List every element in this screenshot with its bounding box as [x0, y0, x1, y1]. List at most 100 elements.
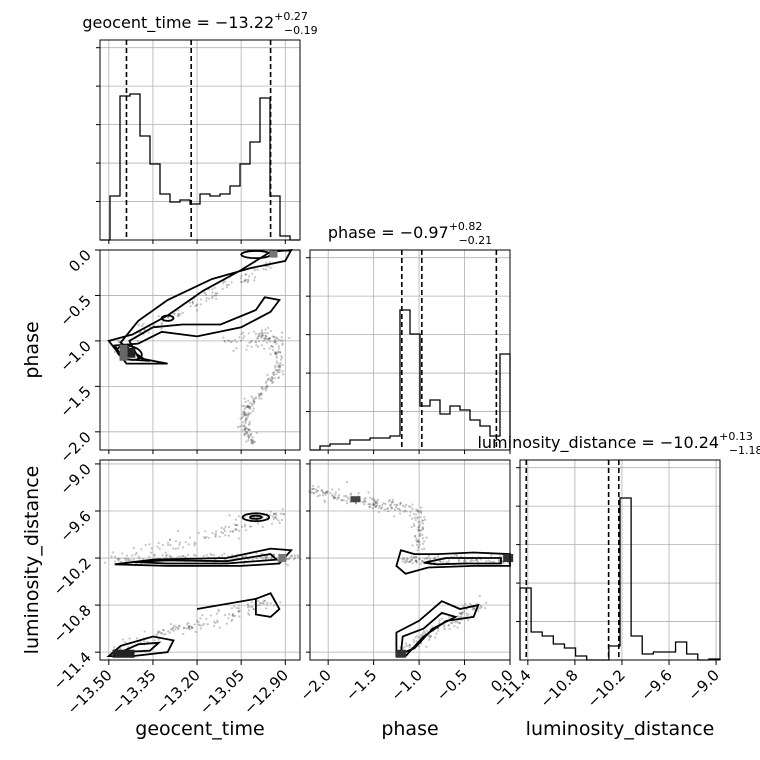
- sample-point: [251, 439, 254, 442]
- sample-point: [380, 506, 383, 509]
- sample-point: [169, 543, 172, 547]
- sample-point: [147, 331, 150, 334]
- sample-point: [260, 386, 263, 390]
- sample-point: [243, 434, 246, 437]
- sample-point: [166, 541, 170, 544]
- sample-point: [260, 393, 263, 396]
- sample-point: [191, 302, 194, 305]
- sample-point: [320, 488, 323, 492]
- sample-point: [215, 530, 218, 533]
- sample-point: [408, 643, 411, 647]
- sample-point: [143, 640, 146, 643]
- sample-point: [396, 507, 399, 510]
- sample-point: [158, 547, 161, 550]
- sample-point: [281, 508, 284, 511]
- sample-point: [253, 440, 256, 443]
- sample-point: [177, 309, 180, 312]
- sample-point: [364, 500, 367, 503]
- sample-point: [402, 557, 405, 560]
- sample-point: [164, 551, 167, 554]
- sample-point: [237, 610, 240, 613]
- sample-point: [349, 493, 352, 496]
- sample-point: [279, 512, 283, 515]
- sample-point: [247, 332, 250, 335]
- sample-point: [249, 605, 252, 608]
- sample-point: [176, 529, 180, 533]
- sample-point: [240, 525, 244, 528]
- sample-point: [168, 631, 171, 634]
- sample-point: [140, 324, 144, 328]
- sample-point: [213, 286, 216, 289]
- sample-point: [249, 340, 252, 344]
- sample-point: [421, 533, 424, 536]
- sample-point: [387, 509, 390, 513]
- sample-point: [423, 540, 426, 543]
- sample-point: [274, 352, 277, 356]
- sample-point: [247, 428, 250, 432]
- sample-point: [413, 556, 416, 559]
- sample-point: [457, 559, 461, 562]
- sample-point: [250, 525, 253, 528]
- sample-point: [415, 640, 418, 643]
- sample-point: [238, 609, 241, 612]
- sample-point: [263, 599, 266, 602]
- sample-point: [199, 617, 202, 620]
- sample-point: [416, 516, 419, 519]
- sample-point: [247, 439, 250, 442]
- sample-point: [103, 561, 107, 564]
- sample-point: [241, 555, 244, 559]
- sample-point: [377, 511, 380, 514]
- sample-point: [427, 635, 431, 638]
- sample-point: [246, 433, 250, 436]
- sample-point: [234, 528, 237, 532]
- sample-point: [247, 405, 250, 408]
- sample-point: [250, 441, 253, 444]
- sample-point: [251, 605, 254, 609]
- sample-point: [214, 535, 217, 538]
- sample-point: [374, 505, 377, 508]
- sample-point: [399, 501, 402, 504]
- sample-point: [190, 626, 193, 629]
- sample-point: [252, 442, 255, 445]
- sample-point: [239, 339, 243, 342]
- sample-point: [119, 647, 122, 651]
- sample-point: [266, 373, 269, 377]
- sample-point: [247, 411, 250, 414]
- sample-point: [248, 422, 251, 425]
- sample-point: [409, 505, 412, 508]
- sample-point: [342, 499, 345, 502]
- sample-point: [222, 527, 226, 530]
- sample-point: [314, 488, 318, 491]
- sample-point: [370, 498, 374, 501]
- sample-point: [143, 328, 146, 332]
- sample-point: [373, 504, 376, 507]
- x-tick-label: −13.20: [152, 666, 204, 718]
- sample-point: [214, 294, 218, 297]
- sample-point: [158, 630, 161, 634]
- sample-point: [253, 330, 256, 333]
- sample-point: [132, 558, 135, 561]
- sample-point: [424, 632, 427, 635]
- sample-point: [231, 613, 234, 616]
- sample-point: [269, 266, 272, 269]
- sample-point: [383, 508, 386, 511]
- sample-point: [201, 624, 204, 627]
- sample-point: [409, 560, 412, 563]
- contour-inner: [248, 514, 263, 520]
- sample-point: [389, 505, 392, 509]
- sample-point: [273, 340, 276, 343]
- sample-point: [157, 315, 160, 318]
- sample-point: [237, 537, 240, 540]
- sample-point: [213, 294, 216, 297]
- sample-point: [265, 341, 269, 344]
- sample-point: [451, 620, 454, 623]
- scatter-panel-phase-luminosity_distance: [308, 459, 514, 661]
- sample-point: [417, 510, 420, 513]
- sample-point: [173, 624, 176, 627]
- contour-inner: [113, 296, 281, 362]
- sample-point: [249, 407, 252, 410]
- sample-point: [268, 337, 271, 340]
- sample-point: [213, 620, 216, 623]
- sample-point: [248, 433, 252, 436]
- sample-point: [272, 380, 275, 384]
